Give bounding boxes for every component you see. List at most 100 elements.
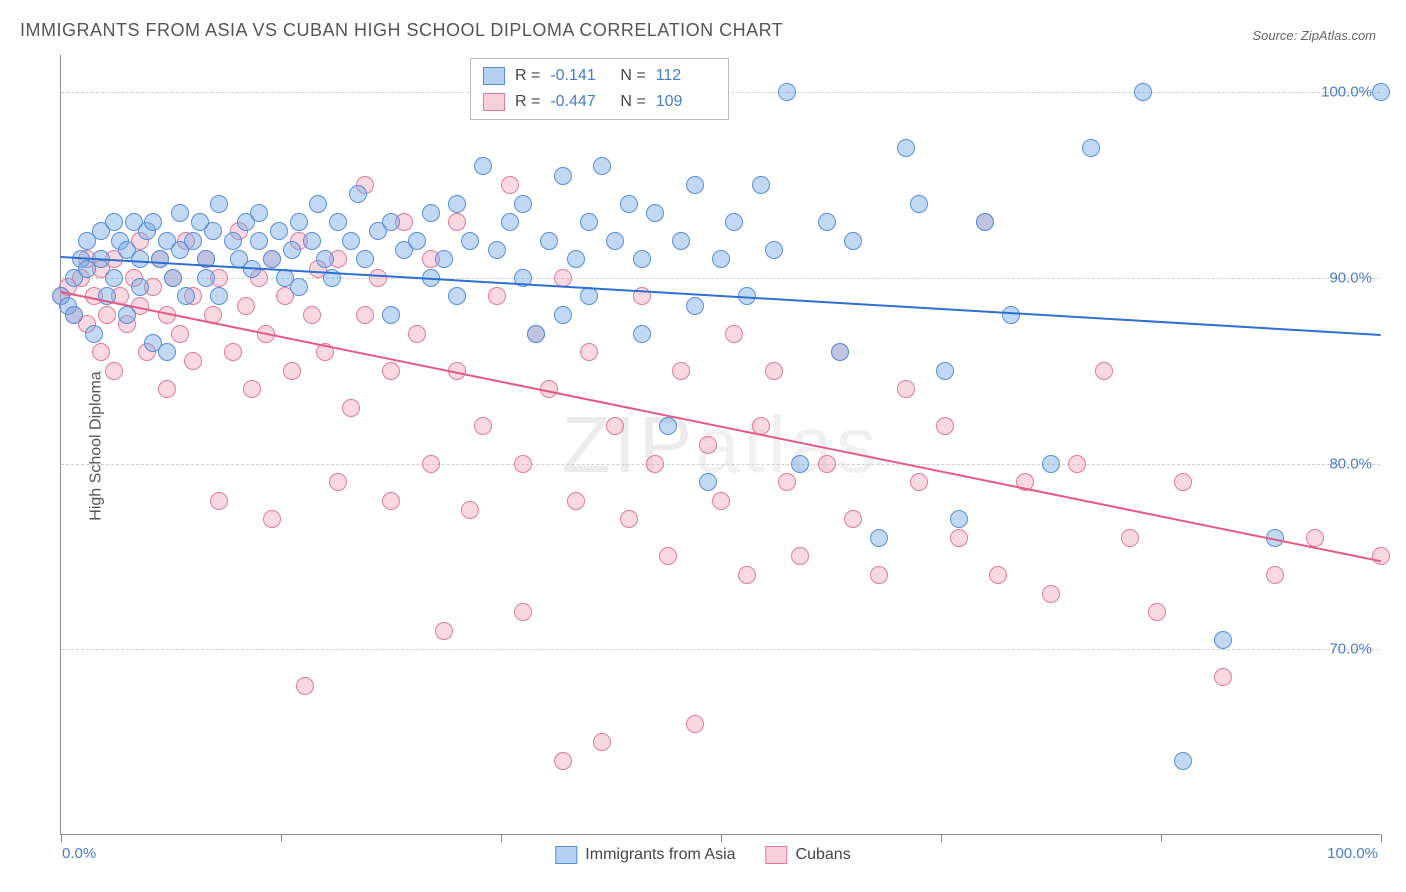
data-point xyxy=(290,213,308,231)
data-point xyxy=(435,622,453,640)
data-point xyxy=(554,167,572,185)
data-point xyxy=(382,362,400,380)
data-point xyxy=(263,510,281,528)
data-point xyxy=(527,325,545,343)
data-point xyxy=(989,566,1007,584)
swatch-icon xyxy=(483,93,505,111)
data-point xyxy=(659,417,677,435)
legend-label: Immigrants from Asia xyxy=(585,846,735,864)
y-axis-tick-label: 100.0% xyxy=(1321,84,1372,101)
data-point xyxy=(171,204,189,222)
data-point xyxy=(593,157,611,175)
data-point xyxy=(897,380,915,398)
data-point xyxy=(349,185,367,203)
data-point xyxy=(620,510,638,528)
data-point xyxy=(461,501,479,519)
data-point xyxy=(910,473,928,491)
stat-r-value: -0.447 xyxy=(550,93,610,111)
data-point xyxy=(316,250,334,268)
data-point xyxy=(725,325,743,343)
watermark: ZIPatlas xyxy=(562,399,879,491)
data-point xyxy=(1174,752,1192,770)
data-point xyxy=(831,343,849,361)
stats-legend-box: R = -0.141 N = 112 R = -0.447 N = 109 xyxy=(470,58,729,120)
data-point xyxy=(250,232,268,250)
data-point xyxy=(435,250,453,268)
data-point xyxy=(204,222,222,240)
x-axis-tick xyxy=(501,834,502,842)
data-point xyxy=(131,250,149,268)
data-point xyxy=(382,492,400,510)
data-point xyxy=(765,362,783,380)
stats-row-asia: R = -0.141 N = 112 xyxy=(483,63,716,89)
x-axis-tick xyxy=(1381,834,1382,842)
data-point xyxy=(699,473,717,491)
data-point xyxy=(1372,83,1390,101)
data-point xyxy=(448,213,466,231)
stat-n-value: 112 xyxy=(656,67,716,85)
x-axis-tick xyxy=(1161,834,1162,842)
x-axis-tick xyxy=(61,834,62,842)
data-point xyxy=(1042,585,1060,603)
chart-title: IMMIGRANTS FROM ASIA VS CUBAN HIGH SCHOO… xyxy=(20,20,783,41)
legend-label: Cubans xyxy=(796,846,851,864)
data-point xyxy=(461,232,479,250)
data-point xyxy=(620,195,638,213)
data-point xyxy=(844,232,862,250)
data-point xyxy=(210,492,228,510)
data-point xyxy=(818,213,836,231)
data-point xyxy=(422,455,440,473)
swatch-icon xyxy=(483,67,505,85)
data-point xyxy=(818,455,836,473)
data-point xyxy=(369,269,387,287)
data-point xyxy=(633,325,651,343)
data-point xyxy=(778,473,796,491)
y-axis-tick-label: 90.0% xyxy=(1329,269,1372,286)
data-point xyxy=(1214,668,1232,686)
data-point xyxy=(554,269,572,287)
data-point xyxy=(554,752,572,770)
data-point xyxy=(283,241,301,259)
data-point xyxy=(580,213,598,231)
data-point xyxy=(606,417,624,435)
data-point xyxy=(408,325,426,343)
data-point xyxy=(514,603,532,621)
data-point xyxy=(474,417,492,435)
data-point xyxy=(224,232,242,250)
data-point xyxy=(488,287,506,305)
source-attribution: Source: ZipAtlas.com xyxy=(1252,28,1376,43)
data-point xyxy=(646,455,664,473)
data-point xyxy=(910,195,928,213)
data-point xyxy=(501,213,519,231)
data-point xyxy=(1082,139,1100,157)
plot-area: ZIPatlas 70.0%80.0%90.0%100.0% xyxy=(60,55,1380,835)
data-point xyxy=(752,176,770,194)
data-point xyxy=(765,241,783,259)
swatch-icon xyxy=(555,846,577,864)
data-point xyxy=(448,195,466,213)
data-point xyxy=(1214,631,1232,649)
data-point xyxy=(329,213,347,231)
data-point xyxy=(633,250,651,268)
swatch-icon xyxy=(766,846,788,864)
stat-n-value: 109 xyxy=(656,93,716,111)
data-point xyxy=(791,455,809,473)
data-point xyxy=(474,157,492,175)
data-point xyxy=(712,492,730,510)
data-point xyxy=(554,306,572,324)
data-point xyxy=(1121,529,1139,547)
data-point xyxy=(514,195,532,213)
data-point xyxy=(342,232,360,250)
x-axis-tick-min: 0.0% xyxy=(62,845,96,862)
data-point xyxy=(540,232,558,250)
stat-r-label: R = xyxy=(515,93,540,111)
data-point xyxy=(1134,83,1152,101)
data-point xyxy=(329,473,347,491)
bottom-legend: Immigrants from Asia Cubans xyxy=(555,846,850,864)
chart-container: IMMIGRANTS FROM ASIA VS CUBAN HIGH SCHOO… xyxy=(0,0,1406,892)
data-point xyxy=(488,241,506,259)
data-point xyxy=(686,715,704,733)
data-point xyxy=(1148,603,1166,621)
data-point xyxy=(131,278,149,296)
data-point xyxy=(98,306,116,324)
